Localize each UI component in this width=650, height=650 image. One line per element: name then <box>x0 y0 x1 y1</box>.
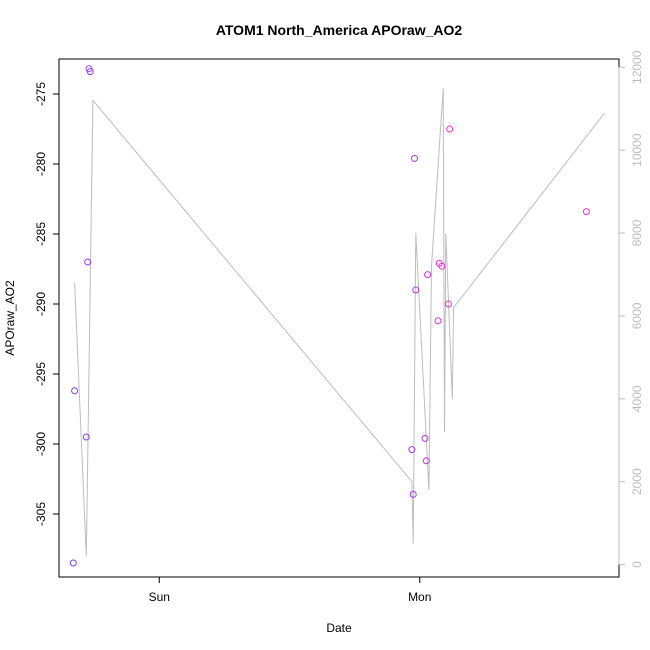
x-tick-label: Sun <box>149 590 170 604</box>
data-point <box>82 433 90 441</box>
y2-tick-label: 10000 <box>630 133 644 167</box>
y-tick-label: -300 <box>34 432 48 456</box>
y-tick-label: -280 <box>34 152 48 176</box>
y-tick-label: -285 <box>34 222 48 246</box>
points-layer <box>69 65 590 567</box>
data-point <box>444 300 452 308</box>
data-point <box>408 446 416 454</box>
data-point <box>69 559 77 567</box>
x-axis-label: Date <box>326 621 352 635</box>
x-axis: Sun Mon <box>149 576 431 604</box>
chart-title: ATOM1 North_America APOraw_AO2 <box>216 22 463 38</box>
y-tick-label: -295 <box>34 362 48 386</box>
data-point <box>409 490 417 498</box>
data-point <box>422 457 430 465</box>
data-point <box>84 258 92 266</box>
y-tick-label: -290 <box>34 292 48 316</box>
x-tick-label: Mon <box>408 590 431 604</box>
data-point <box>411 154 418 162</box>
data-point <box>86 68 94 76</box>
line-series <box>74 87 606 557</box>
y2-tick-label: 12000 <box>630 50 644 84</box>
data-point <box>71 387 79 395</box>
y-axis-right: 0 2000 4000 6000 8000 10000 12000 <box>618 50 644 568</box>
y2-tick-label: 4000 <box>630 385 644 412</box>
y2-tick-label: 0 <box>630 561 644 568</box>
y2-tick-label: 6000 <box>630 302 644 329</box>
y2-tick-label: 8000 <box>630 219 644 246</box>
y-axis-label: APOraw_AO2 <box>3 280 17 356</box>
y-tick-label: -275 <box>34 82 48 106</box>
data-point <box>438 262 446 270</box>
line-series-layer <box>74 87 606 557</box>
data-point <box>446 125 454 133</box>
y-tick-label: -305 <box>34 502 48 526</box>
data-point <box>412 286 420 294</box>
data-point <box>434 317 442 325</box>
y2-tick-label: 2000 <box>630 468 644 495</box>
data-point <box>582 208 590 216</box>
y-axis-left: -305 -300 -295 -290 -285 -280 -275 <box>34 82 60 526</box>
data-point <box>421 434 429 442</box>
data-point <box>424 271 432 279</box>
